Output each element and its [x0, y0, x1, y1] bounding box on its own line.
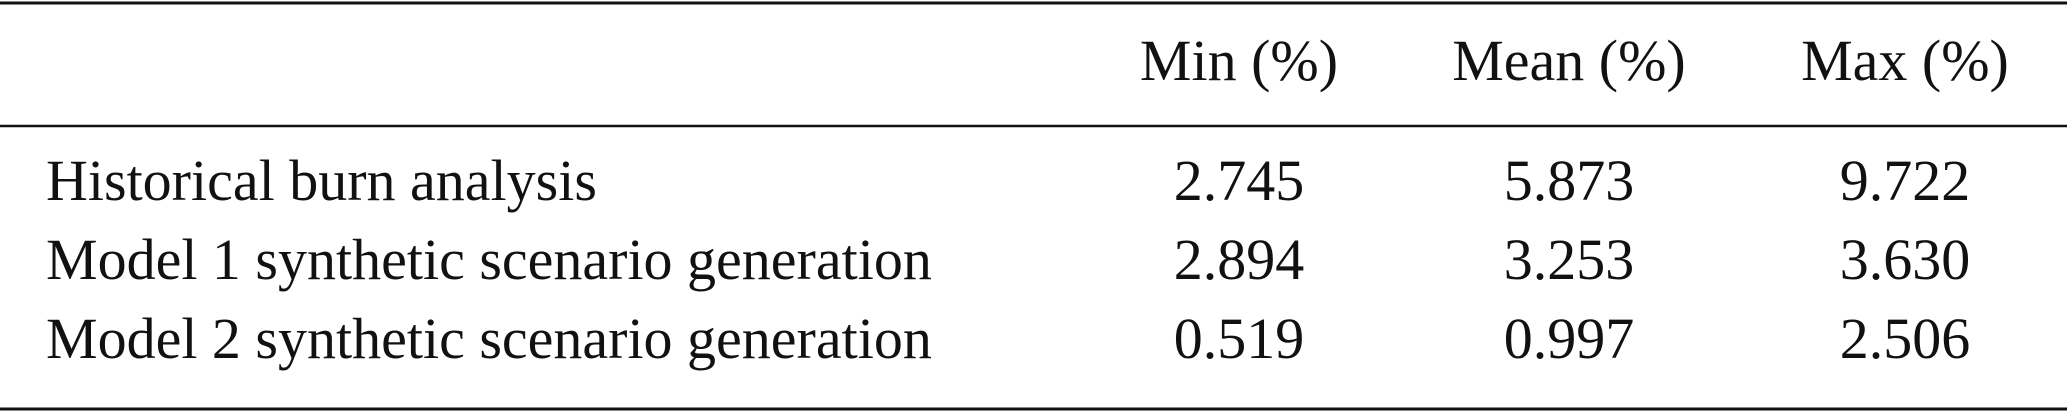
cell: 2.745 — [1174, 148, 1305, 213]
cell: 5.873 — [1504, 148, 1635, 213]
cell: 3.253 — [1504, 227, 1635, 292]
column-header: Min (%) — [1140, 28, 1338, 93]
column-header: Max (%) — [1801, 28, 2009, 93]
row-label: Model 2 synthetic scenario generation — [46, 306, 932, 371]
row-label: Historical burn analysis — [46, 148, 597, 213]
cell: 2.506 — [1840, 306, 1971, 371]
column-header: Mean (%) — [1452, 28, 1686, 93]
cell: 0.519 — [1174, 306, 1305, 371]
cell: 0.997 — [1504, 306, 1635, 371]
cell: 2.894 — [1174, 227, 1305, 292]
row-label: Model 1 synthetic scenario generation — [46, 227, 932, 292]
cell: 3.630 — [1840, 227, 1971, 292]
cell: 9.722 — [1840, 148, 1971, 213]
